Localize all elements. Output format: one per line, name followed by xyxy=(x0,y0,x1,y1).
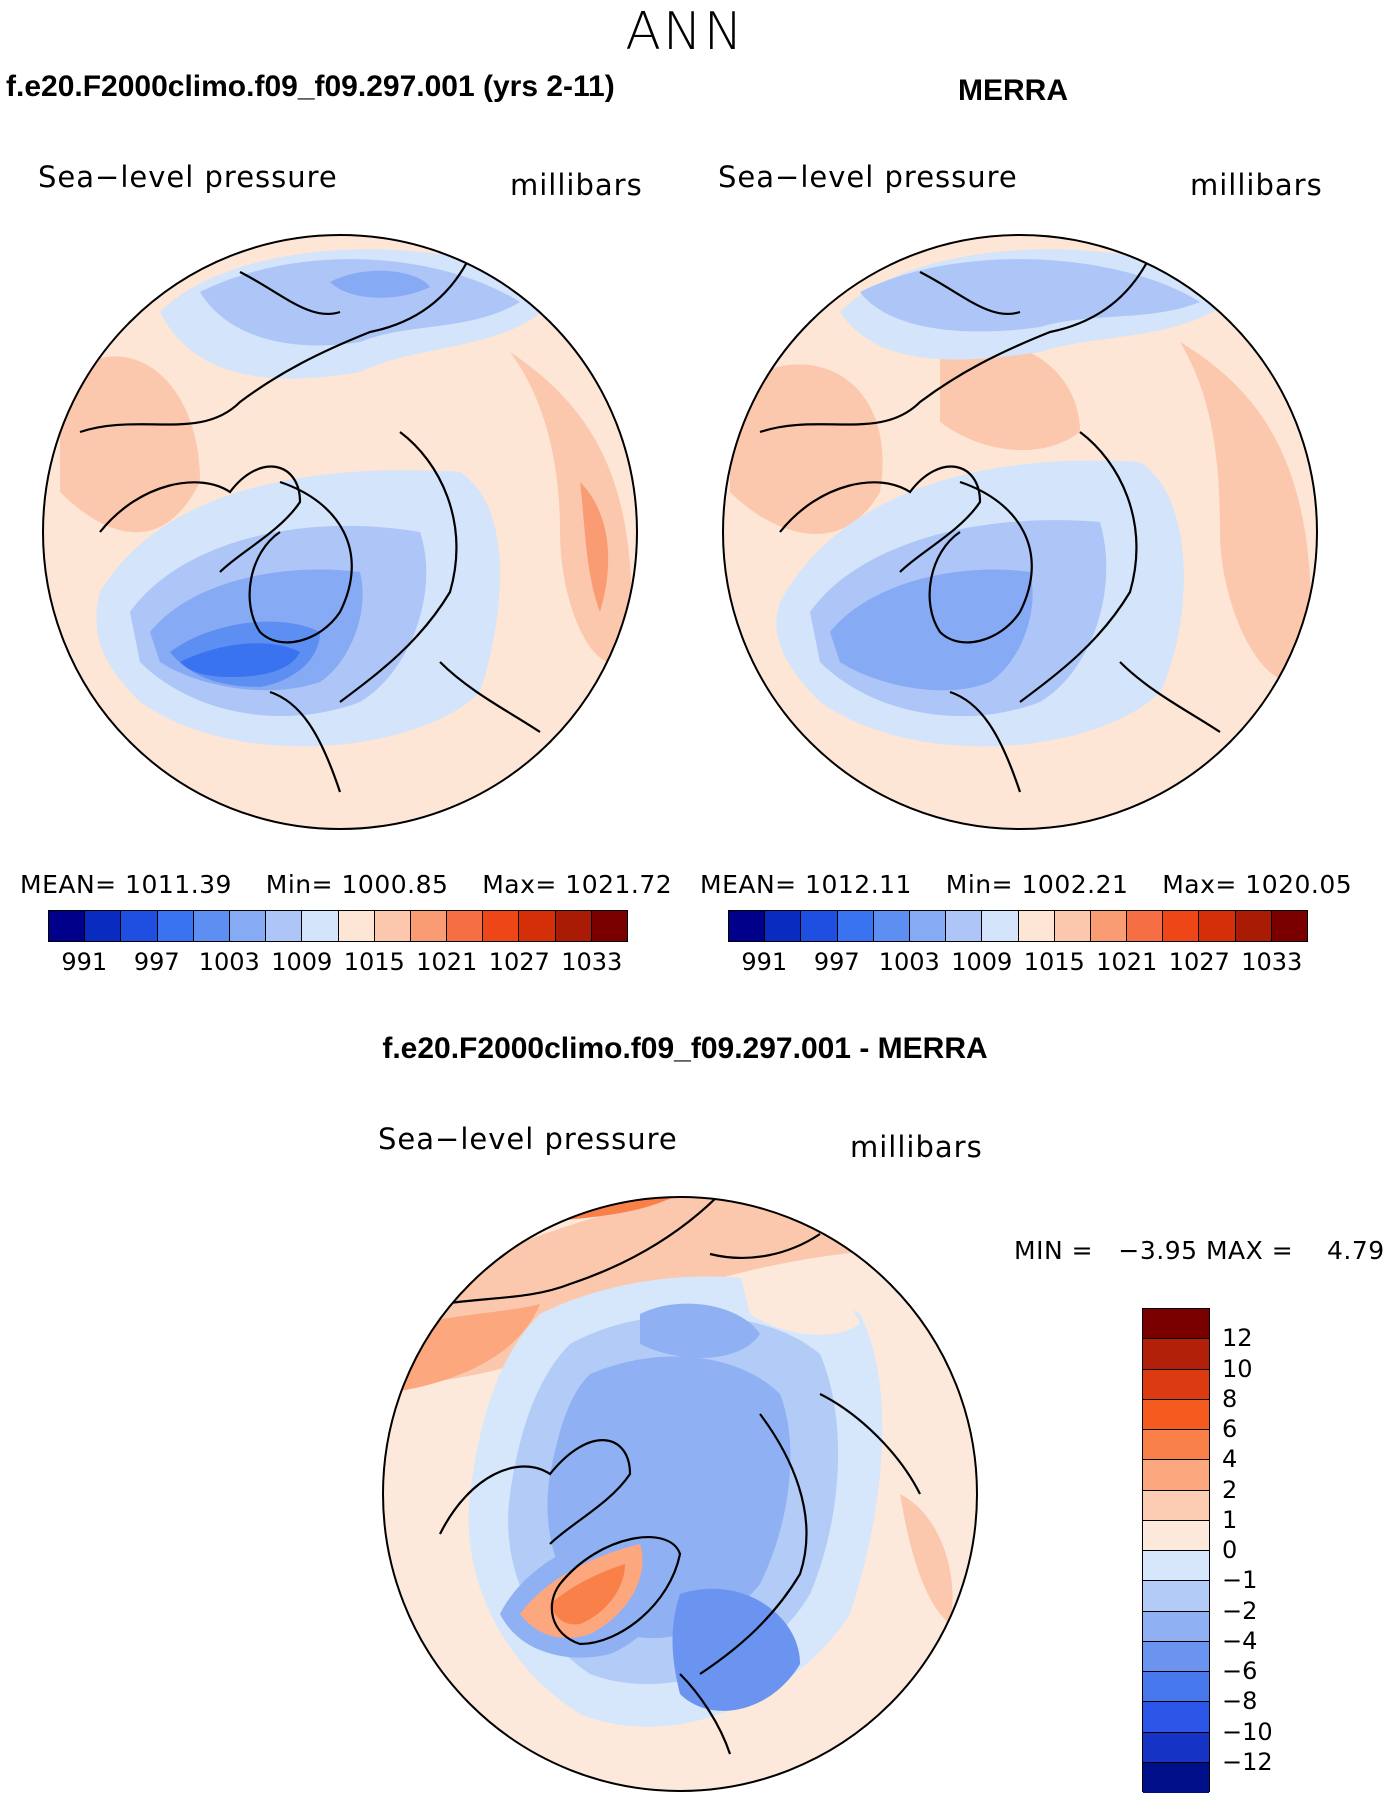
colorbar-swatch xyxy=(229,911,267,941)
colorbar-swatch xyxy=(193,911,230,941)
model-units-label: millibars xyxy=(510,168,643,202)
diff-colorbar xyxy=(1142,1308,1210,1793)
colorbar-swatch xyxy=(1143,1339,1209,1370)
colorbar-swatch xyxy=(374,911,411,941)
colorbar-tick-label: 1021 xyxy=(416,948,478,976)
colorbar-swatch xyxy=(765,911,802,941)
colorbar-swatch xyxy=(946,911,983,941)
colorbar-swatch xyxy=(1090,911,1128,941)
colorbar-swatch xyxy=(338,911,375,941)
model-colorbar xyxy=(48,910,628,942)
colorbar-swatch xyxy=(1143,1611,1209,1642)
colorbar-swatch xyxy=(85,911,122,941)
colorbar-tick-label: 991 xyxy=(741,948,788,976)
colorbar-swatch xyxy=(1143,1490,1209,1521)
model-polar-map xyxy=(42,234,638,830)
colorbar-swatch xyxy=(157,911,194,941)
colorbar-tick-label: 0 xyxy=(1222,1536,1238,1564)
colorbar-tick-label: 1033 xyxy=(1241,948,1303,976)
colorbar-tick-label: 1003 xyxy=(878,948,940,976)
colorbar-swatch xyxy=(591,911,627,941)
colorbar-tick-label: 1009 xyxy=(271,948,333,976)
colorbar-swatch xyxy=(1127,911,1164,941)
colorbar-swatch xyxy=(555,911,592,941)
colorbar-tick-label: −12 xyxy=(1222,1747,1273,1776)
colorbar-tick-label: 1027 xyxy=(1168,948,1230,976)
colorbar-tick-label: 8 xyxy=(1222,1384,1238,1413)
colorbar-tick-label: 1003 xyxy=(198,948,260,976)
colorbar-swatch xyxy=(1143,1641,1209,1672)
colorbar-swatch xyxy=(1143,1672,1209,1703)
colorbar-swatch xyxy=(1018,911,1055,941)
colorbar-swatch xyxy=(982,911,1019,941)
colorbar-swatch xyxy=(1163,911,1200,941)
colorbar-swatch xyxy=(1143,1732,1209,1763)
colorbar-tick-label: 1015 xyxy=(1023,948,1085,976)
colorbar-tick-label: −10 xyxy=(1222,1717,1273,1746)
colorbar-tick-label: 4 xyxy=(1222,1445,1238,1474)
model-variable-label: Sea−level pressure xyxy=(38,160,338,194)
colorbar-tick-label: 1015 xyxy=(343,948,405,976)
colorbar-swatch xyxy=(1143,1309,1209,1340)
colorbar-tick-label: 1027 xyxy=(488,948,550,976)
colorbar-swatch xyxy=(1143,1581,1209,1612)
obs-polar-map xyxy=(722,234,1318,830)
colorbar-tick-label: 1021 xyxy=(1096,948,1158,976)
diff-variable-label: Sea−level pressure xyxy=(378,1122,678,1156)
colorbar-tick-label: 10 xyxy=(1222,1354,1253,1383)
colorbar-swatch xyxy=(837,911,874,941)
colorbar-tick-label: 997 xyxy=(133,948,180,976)
obs-units-label: millibars xyxy=(1190,168,1323,202)
colorbar-tick-label: 991 xyxy=(61,948,108,976)
colorbar-swatch xyxy=(266,911,303,941)
colorbar-swatch xyxy=(909,911,947,941)
diff-panel-title: f.e20.F2000climo.f09_f09.297.001 - MERRA xyxy=(382,1032,988,1065)
colorbar-swatch xyxy=(729,911,766,941)
colorbar-swatch xyxy=(1143,1369,1209,1400)
colorbar-swatch xyxy=(483,911,520,941)
diff-units-label: millibars xyxy=(850,1130,983,1164)
colorbar-tick-label: −6 xyxy=(1222,1657,1258,1685)
colorbar-swatch xyxy=(1143,1460,1209,1491)
colorbar-tick-label: 1009 xyxy=(951,948,1013,976)
colorbar-swatch xyxy=(1199,911,1236,941)
colorbar-swatch xyxy=(519,911,556,941)
colorbar-tick-label: 6 xyxy=(1222,1415,1238,1443)
obs-colorbar xyxy=(728,910,1308,942)
model-panel-title: f.e20.F2000climo.f09_f09.297.001 (yrs 2-… xyxy=(6,70,615,103)
colorbar-tick-label: −8 xyxy=(1222,1687,1258,1716)
colorbar-swatch xyxy=(1143,1551,1209,1582)
colorbar-swatch xyxy=(1143,1430,1209,1461)
colorbar-swatch xyxy=(801,911,838,941)
colorbar-swatch xyxy=(1271,911,1307,941)
colorbar-swatch xyxy=(873,911,910,941)
diff-polar-map xyxy=(382,1196,978,1792)
colorbar-tick-label: −4 xyxy=(1222,1626,1258,1655)
colorbar-swatch xyxy=(410,911,448,941)
colorbar-tick-label: −2 xyxy=(1222,1596,1258,1625)
figure-title: ANN xyxy=(625,2,745,62)
colorbar-swatch xyxy=(1143,1520,1209,1551)
colorbar-swatch xyxy=(1143,1762,1209,1793)
diff-stats: MIN = −3.95 MAX = 4.79 xyxy=(1014,1236,1385,1265)
colorbar-swatch xyxy=(302,911,339,941)
colorbar-swatch xyxy=(121,911,158,941)
colorbar-swatch xyxy=(1054,911,1091,941)
obs-variable-label: Sea−level pressure xyxy=(718,160,1018,194)
obs-panel-title: MERRA xyxy=(958,74,1068,107)
colorbar-tick-label: 997 xyxy=(813,948,860,976)
obs-stats: MEAN= 1012.11 Min= 1002.21 Max= 1020.05 xyxy=(700,870,1353,899)
model-stats: MEAN= 1011.39 Min= 1000.85 Max= 1021.72 xyxy=(20,870,673,899)
colorbar-swatch xyxy=(49,911,86,941)
colorbar-tick-label: 12 xyxy=(1222,1324,1253,1353)
colorbar-tick-label: 1033 xyxy=(561,948,623,976)
colorbar-tick-label: −1 xyxy=(1222,1566,1258,1595)
colorbar-swatch xyxy=(447,911,484,941)
colorbar-swatch xyxy=(1235,911,1272,941)
colorbar-tick-label: 1 xyxy=(1222,1505,1238,1534)
colorbar-tick-label: 2 xyxy=(1222,1475,1238,1504)
colorbar-swatch xyxy=(1143,1399,1209,1430)
colorbar-swatch xyxy=(1143,1702,1209,1733)
